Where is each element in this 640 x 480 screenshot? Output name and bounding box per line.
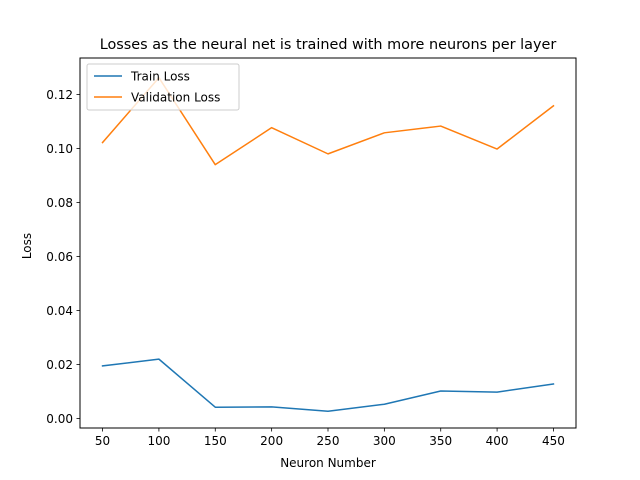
legend-label: Train Loss (130, 69, 190, 83)
x-tick-label: 150 (204, 434, 227, 448)
x-tick-label: 100 (147, 434, 170, 448)
x-tick-label: 450 (542, 434, 565, 448)
series-line-1 (101, 358, 555, 413)
x-axis-label: Neuron Number (280, 456, 376, 470)
y-tick-label: 0.02 (46, 358, 73, 372)
x-tick-label: 350 (429, 434, 452, 448)
y-tick-label: 0.00 (46, 412, 73, 426)
x-tick-label: 250 (317, 434, 340, 448)
legend-box (86, 63, 240, 111)
y-tick-label: 0.04 (46, 304, 73, 318)
legend-label: Validation Loss (131, 90, 220, 104)
x-tick-label: 200 (260, 434, 283, 448)
legend: Train Loss Validation Loss (86, 63, 240, 111)
y-axis-label: Loss (20, 233, 34, 259)
chart-title: Losses as the neural net is trained with… (100, 37, 557, 53)
x-tick-label: 300 (373, 434, 396, 448)
y-tick-label: 0.10 (46, 142, 73, 156)
y-tick-label: 0.06 (46, 250, 73, 264)
y-tick-label: 0.12 (46, 88, 73, 102)
y-tick-label: 0.08 (46, 196, 73, 210)
x-tick-label: 400 (486, 434, 509, 448)
x-tick-label: 50 (95, 434, 110, 448)
plot-frame (79, 57, 577, 429)
